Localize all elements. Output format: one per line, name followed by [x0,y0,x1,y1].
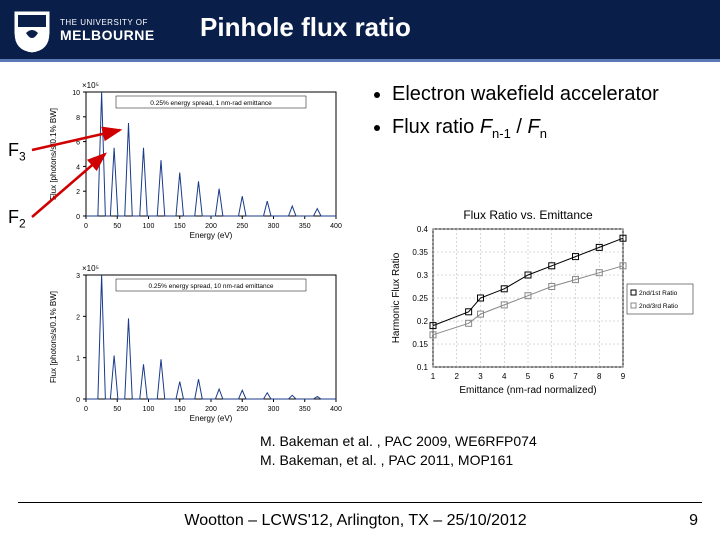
footer-text: Wootton – LCWS'12, Arlington, TX – 25/10… [22,512,689,530]
svg-text:0.25% energy spread, 10 nm-rad: 0.25% energy spread, 10 nm-rad emittance [148,283,273,290]
svg-text:Flux [photons/s/0.1% BW]: Flux [photons/s/0.1% BW] [49,108,58,200]
svg-text:100: 100 [143,223,155,230]
svg-text:0.1: 0.1 [417,363,429,372]
svg-text:0.15: 0.15 [412,340,428,349]
svg-text:×10⁵: ×10⁵ [82,81,99,90]
svg-text:150: 150 [174,223,186,230]
bullet-2: Flux ratio Fn-1 / Fn [392,115,700,142]
svg-text:2nd/3rd Ratio: 2nd/3rd Ratio [639,303,678,310]
svg-text:9: 9 [621,372,626,381]
svg-text:100: 100 [143,406,155,413]
svg-text:0.25: 0.25 [412,294,428,303]
slide-header: THE UNIVERSITY OF MELBOURNE Pinhole flux… [0,0,720,62]
citation-2: M. Bakeman, et al. , PAC 2011, MOP161 [260,451,537,470]
slide-content: F3 F2 ×10⁵050100150200250300350400024681… [0,62,720,482]
svg-text:150: 150 [174,406,186,413]
svg-text:350: 350 [299,406,311,413]
svg-text:50: 50 [113,223,121,230]
svg-text:×10⁵: ×10⁵ [82,264,99,273]
svg-text:0.25% energy spread, 1 nm-rad: 0.25% energy spread, 1 nm-rad emittance [150,100,272,107]
svg-text:2: 2 [76,189,80,196]
svg-text:300: 300 [268,223,280,230]
svg-text:2: 2 [76,314,80,321]
svg-text:Flux [photons/s/0.1% BW]: Flux [photons/s/0.1% BW] [49,291,58,383]
svg-text:350: 350 [299,223,311,230]
university-name: THE UNIVERSITY OF MELBOURNE [60,19,155,43]
crest-icon [12,9,52,53]
svg-text:Emittance (nm-rad normalized): Emittance (nm-rad normalized) [459,385,596,396]
svg-text:2: 2 [455,372,460,381]
svg-text:200: 200 [205,223,217,230]
citation-block: M. Bakeman et al. , PAC 2009, WE6RFP074 … [260,432,537,470]
spectrum-chart-bottom: ×10⁵ 0 50 100 150 200 250 300 350 400 0 1 2 3 Energy (… [44,257,344,427]
svg-text:Harmonic Flux Ratio: Harmonic Flux Ratio [391,252,402,343]
svg-text:Energy (eV): Energy (eV) [190,414,233,423]
svg-text:1: 1 [431,372,436,381]
svg-text:5: 5 [526,372,531,381]
svg-text:0.2: 0.2 [417,317,429,326]
svg-text:3: 3 [76,273,80,280]
university-logo: THE UNIVERSITY OF MELBOURNE [12,9,155,53]
slide-title: Pinhole flux ratio [200,12,411,43]
svg-text:8: 8 [597,372,602,381]
svg-text:1: 1 [76,356,80,363]
svg-text:6: 6 [550,372,555,381]
citation-1: M. Bakeman et al. , PAC 2009, WE6RFP074 [260,432,537,451]
uni-line2: MELBOURNE [60,28,155,43]
svg-text:0: 0 [76,397,80,404]
svg-text:200: 200 [205,406,217,413]
svg-text:400: 400 [330,223,342,230]
bullet-1: Electron wakefield accelerator [392,82,700,107]
svg-text:0: 0 [84,223,88,230]
svg-text:0.3: 0.3 [417,271,429,280]
page-number: 9 [689,512,698,530]
label-f2: F2 [8,207,26,231]
flux-ratio-chart: Flux Ratio vs. Emittance 1 2 3 4 5 6 7 8 9 0.1 0.15… [385,207,695,397]
svg-text:Flux Ratio vs. Emittance: Flux Ratio vs. Emittance [463,208,593,222]
svg-text:Energy (eV): Energy (eV) [190,231,233,240]
spectrum-chart-top: ×10⁵ 0 50 100 150 200 250 300 350 400 0 2 4 6 8 10 Energ… [44,74,344,244]
label-f3: F3 [8,140,26,164]
svg-text:250: 250 [236,223,248,230]
svg-text:300: 300 [268,406,280,413]
svg-text:2nd/1st Ratio: 2nd/1st Ratio [639,290,678,297]
svg-text:10: 10 [72,90,80,97]
svg-text:50: 50 [113,406,121,413]
svg-text:4: 4 [502,372,507,381]
svg-text:400: 400 [330,406,342,413]
svg-text:250: 250 [236,406,248,413]
svg-text:7: 7 [573,372,578,381]
footer-divider [18,502,702,503]
svg-text:0.4: 0.4 [417,225,429,234]
svg-text:8: 8 [76,115,80,122]
bullet-list: Electron wakefield accelerator Flux rati… [370,82,700,150]
svg-text:4: 4 [76,164,80,171]
svg-text:0: 0 [76,214,80,221]
svg-text:0.35: 0.35 [412,248,428,257]
svg-text:6: 6 [76,140,80,147]
slide-footer: Wootton – LCWS'12, Arlington, TX – 25/10… [0,502,720,540]
svg-text:3: 3 [478,372,483,381]
svg-text:0: 0 [84,406,88,413]
